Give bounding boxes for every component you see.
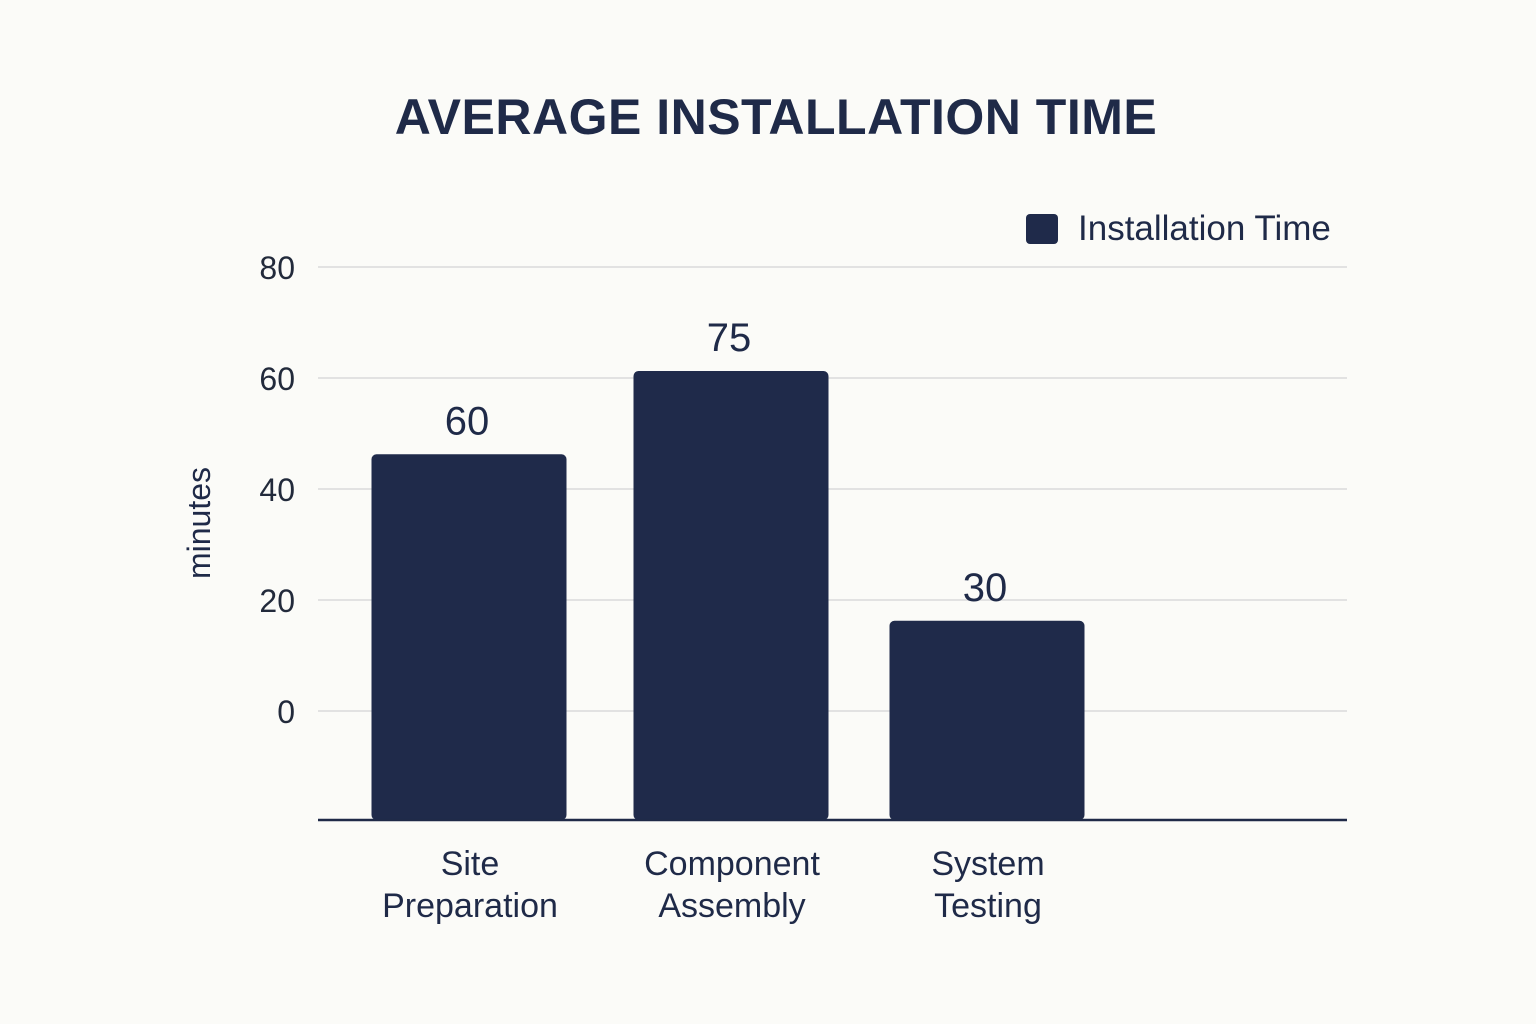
bar — [371, 454, 567, 820]
bar — [633, 371, 829, 820]
legend: Installation Time — [1026, 208, 1331, 250]
x-category-label: Site — [441, 845, 500, 883]
x-category-label: Assembly — [658, 887, 805, 925]
legend-swatch — [1026, 214, 1058, 244]
legend-label: Installation Time — [1078, 209, 1331, 248]
bar-value-label: 75 — [707, 316, 752, 360]
value-labels: 60 75 30 — [445, 316, 1008, 610]
y-axis-title: minutes — [181, 467, 217, 579]
y-tick-label: 80 — [259, 250, 295, 286]
x-category-label: Component — [644, 845, 820, 883]
y-tick-label: 60 — [259, 361, 295, 397]
bars — [371, 371, 1085, 820]
y-axis-ticks: 80 60 40 20 0 — [259, 250, 295, 730]
x-category-label: Preparation — [382, 887, 558, 925]
chart-title: AVERAGE INSTALLATION TIME — [394, 89, 1158, 145]
bar-value-label: 60 — [445, 399, 490, 443]
y-tick-label: 20 — [259, 583, 295, 619]
x-category-label: System — [931, 845, 1044, 883]
y-tick-label: 0 — [277, 694, 295, 730]
y-tick-label: 40 — [259, 472, 295, 508]
x-axis-categories: Site Preparation Component Assembly System Te… — [382, 845, 1045, 925]
bar — [889, 620, 1085, 820]
x-category-label: Testing — [934, 887, 1042, 925]
bar-value-label: 30 — [963, 566, 1008, 610]
